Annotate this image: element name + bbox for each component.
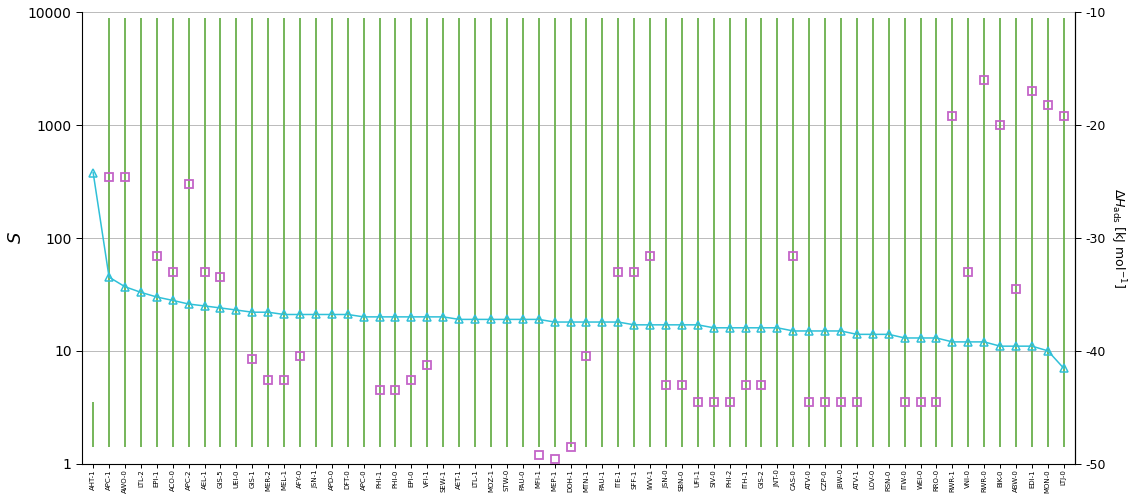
Y-axis label: $S$: $S$: [7, 232, 25, 244]
Y-axis label: $\Delta H_{\mathrm{ads}}\ \mathrm{[kJ\ mol^{-1}]}$: $\Delta H_{\mathrm{ads}}\ \mathrm{[kJ\ m…: [1109, 188, 1128, 288]
